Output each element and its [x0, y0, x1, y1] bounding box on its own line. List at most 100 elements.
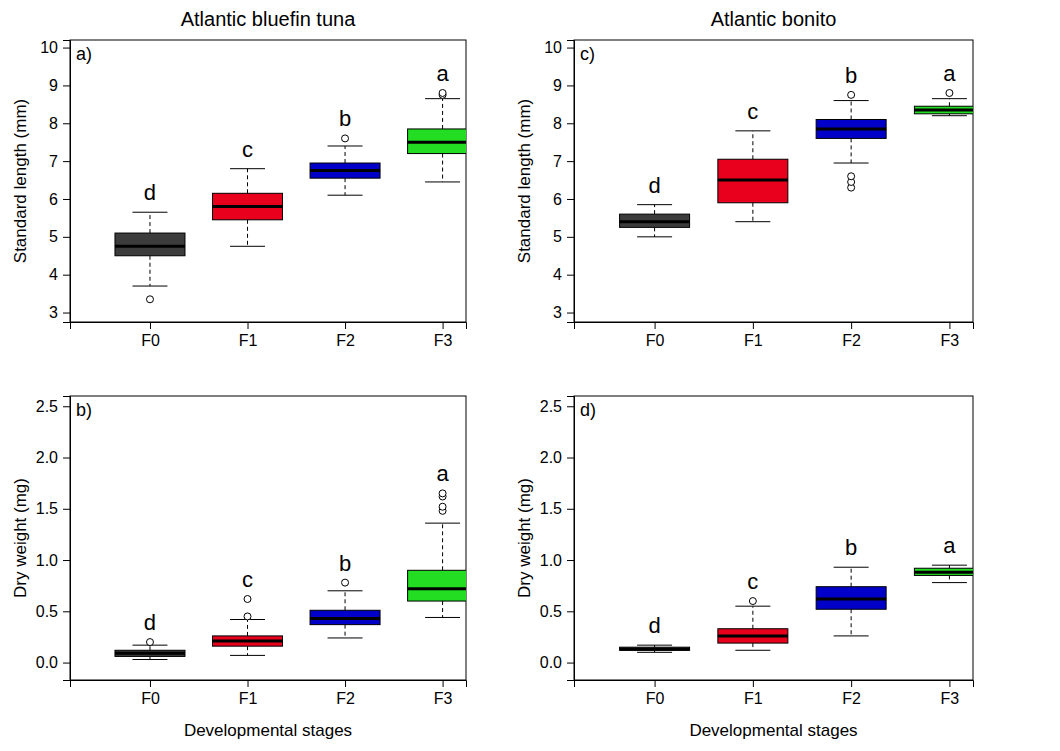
significance-letter: c [242, 567, 253, 592]
y-tick-label: 0.0 [540, 654, 562, 671]
y-tick-mark [567, 123, 574, 124]
x-tick-label: F2 [842, 332, 861, 349]
box [914, 89, 973, 115]
x-tick-label: F0 [141, 332, 160, 349]
y-tick: 2.5 [36, 398, 70, 415]
y-tick-mark [63, 85, 70, 86]
box-body [408, 129, 466, 154]
whisker-cap-low [932, 582, 967, 583]
outlier [848, 173, 855, 180]
x-tick-mark [248, 322, 249, 329]
x-tick: F2 [336, 680, 355, 707]
y-tick-mark [567, 509, 574, 510]
y-tick-label: 1.5 [36, 500, 58, 517]
whisker-high [949, 99, 950, 107]
significance-letter: d [144, 180, 156, 205]
x-tick-mark [949, 322, 950, 329]
panel-label: c) [580, 44, 595, 64]
whisker-low [442, 601, 443, 617]
median [115, 652, 185, 655]
x-tick-mark [753, 322, 754, 329]
y-tick-label: 6 [49, 191, 58, 208]
median [816, 598, 886, 601]
y-tick-mark [567, 199, 574, 200]
box-body [213, 193, 283, 219]
whisker-cap-high [425, 523, 460, 524]
median [408, 141, 466, 144]
significance-letter: c [242, 137, 253, 162]
outlier [439, 490, 446, 497]
y-tick-label: 10 [544, 39, 562, 56]
significance-letter: a [943, 61, 956, 86]
x-tick: F3 [434, 322, 453, 349]
x-axis-line [575, 323, 974, 330]
whisker-high [345, 591, 346, 610]
box-body [115, 233, 185, 256]
x-tick: F3 [941, 322, 960, 349]
y-tick: 10 [40, 39, 70, 56]
x-tick-mark [150, 322, 151, 329]
median [816, 127, 886, 130]
y-axis-title: Standard length (mm) [515, 99, 534, 263]
median [115, 245, 185, 248]
y-axis-title: Standard length (mm) [11, 99, 30, 263]
y-tick: 2.0 [540, 449, 574, 466]
whisker-cap-high [328, 145, 363, 146]
y-tick-label: 2.0 [36, 449, 58, 466]
y-tick-mark [567, 275, 574, 276]
whisker-cap-low [328, 195, 363, 196]
whisker-high [442, 523, 443, 570]
whisker-cap-high [932, 98, 967, 99]
box [718, 131, 788, 222]
whisker-cap-low [132, 659, 167, 660]
box [620, 645, 690, 652]
panel: 0.00.51.01.52.02.5F0F1F2F3dcbad)Dry weig… [515, 396, 984, 740]
box-body [816, 119, 886, 138]
outlier [342, 135, 349, 142]
y-tick: 0.5 [540, 603, 574, 620]
box [310, 135, 380, 195]
box-body [213, 636, 283, 646]
whisker-low [247, 646, 248, 655]
boxes [115, 89, 466, 302]
y-tick-mark [567, 313, 574, 314]
whisker-cap-high [637, 204, 672, 205]
box-body [816, 587, 886, 610]
x-tick-mark [949, 680, 950, 687]
x-tick-mark [443, 322, 444, 329]
x-tick: F1 [239, 680, 258, 707]
x-tick: F0 [141, 680, 160, 707]
y-tick-label: 0.5 [540, 603, 562, 620]
whisker-cap-low [735, 650, 770, 651]
x-tick-mark [345, 322, 346, 329]
boxes [620, 565, 973, 652]
y-tick: 8 [49, 115, 70, 132]
panel-label: d) [580, 400, 596, 420]
x-tick: F2 [336, 322, 355, 349]
y-tick-label: 2.5 [540, 398, 562, 415]
y-tick-label: 4 [553, 266, 562, 283]
y-tick-label: 7 [553, 153, 562, 170]
box-body [914, 568, 973, 575]
figure: 345678910F0F1F2F3dcbaa)Atlantic bluefin … [0, 0, 1060, 751]
x-tick-mark [345, 680, 346, 687]
y-axis-title: Dry weight (mg) [11, 478, 30, 598]
x-tick: F2 [842, 680, 861, 707]
y-tick: 4 [49, 266, 70, 283]
box [408, 89, 466, 181]
boxes [115, 490, 466, 660]
significance-letter: d [144, 610, 156, 635]
whisker-cap-low [834, 635, 869, 636]
y-tick-mark [63, 313, 70, 314]
outlier [749, 598, 756, 605]
whisker-cap-high [834, 567, 869, 568]
significance-letter: a [436, 461, 449, 486]
significance-letter: b [339, 551, 351, 576]
box-body [718, 629, 788, 643]
y-axis-line [567, 397, 575, 681]
y-tick: 9 [553, 77, 574, 94]
whisker-low [752, 643, 753, 650]
median [408, 587, 466, 590]
whisker-cap-low [834, 163, 869, 164]
y-tick-mark [63, 611, 70, 612]
